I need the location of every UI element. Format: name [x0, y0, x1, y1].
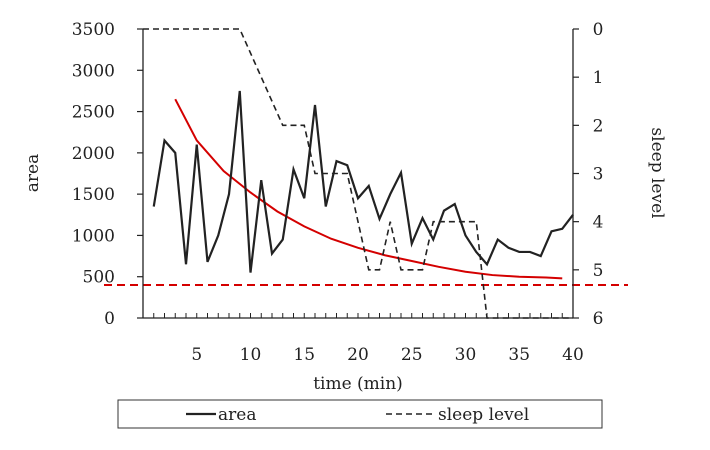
series-layer	[143, 28, 574, 319]
y2-tick-label: 5	[593, 261, 604, 281]
legend-label-area: area	[218, 405, 256, 425]
y-axis-title: area	[23, 154, 43, 192]
y2-tick-label: 4	[593, 213, 604, 233]
y-tick-label: 2000	[72, 144, 115, 164]
x-tick-label: 30	[455, 345, 477, 365]
x-tick-label: 25	[401, 345, 423, 365]
x-axis-title: time (min)	[313, 374, 403, 394]
y-tick-label: 0	[104, 309, 115, 329]
series-sleep-level-line	[143, 28, 573, 319]
reference-line-layer	[104, 98, 628, 286]
y2-tick-label: 3	[593, 165, 604, 185]
trend-curve	[174, 98, 563, 280]
y-tick-label: 500	[83, 268, 115, 288]
legend: area sleep level	[117, 399, 603, 429]
series-area-line	[152, 90, 574, 273]
y-tick-label: 1500	[72, 185, 115, 205]
y-tick-label: 2500	[72, 103, 115, 123]
x-tick-label: 5	[191, 345, 202, 365]
y-tick-label: 3000	[72, 61, 115, 81]
y2-tick-label: 6	[593, 309, 604, 329]
x-tick-label: 15	[293, 345, 315, 365]
y-tick-label: 3500	[72, 20, 115, 40]
x-tick-label: 40	[562, 345, 584, 365]
y2-tick-label: 0	[593, 20, 604, 40]
x-tick-label: 10	[240, 345, 262, 365]
y-tick-label: 1000	[72, 226, 115, 246]
axis-layer: 0 500 1000 1500 2000 2500 3000 3500 0 1 2 3 4 5 6 5 10 15…	[72, 20, 604, 365]
legend-label-sleep-level: sleep level	[438, 405, 529, 425]
x-tick-label: 20	[347, 345, 369, 365]
y2-tick-label: 1	[593, 68, 604, 88]
y2-tick-label: 2	[593, 116, 604, 136]
x-tick-label: 35	[508, 345, 530, 365]
y2-axis-title: sleep level	[647, 127, 667, 218]
